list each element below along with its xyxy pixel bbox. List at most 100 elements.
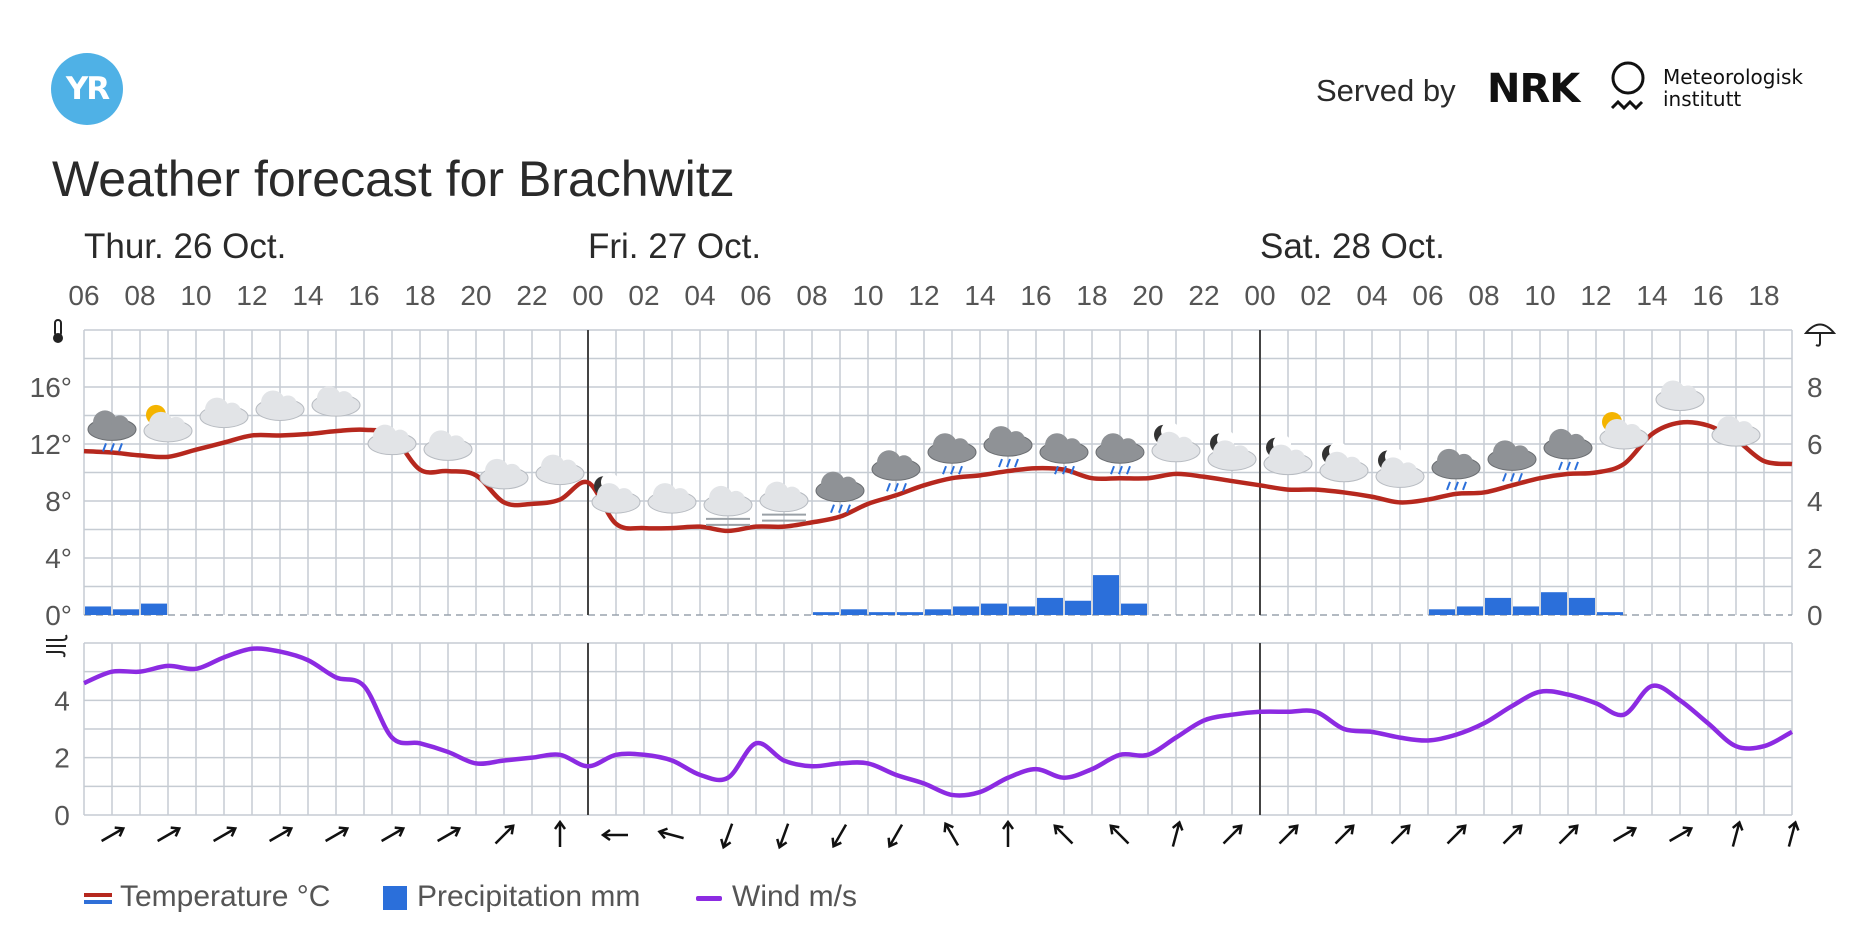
rain-drop	[950, 465, 955, 475]
wind-direction-arrow-icon	[1278, 824, 1299, 845]
arrow-shaft	[1390, 825, 1410, 845]
precipitation-bar	[953, 606, 979, 615]
cloud-puff	[839, 476, 857, 495]
cloud-puff	[167, 416, 185, 435]
precipitation-bar	[897, 612, 923, 615]
rain-drop	[902, 482, 907, 492]
weather-fog-icon	[703, 485, 753, 526]
cloud-puff	[1119, 438, 1137, 457]
precipitation-axis-label: 8	[1807, 372, 1823, 403]
cloud-puff	[1101, 433, 1125, 458]
arrow-head	[887, 837, 898, 849]
arrow-shaft	[494, 825, 514, 845]
precipitation-swatch	[383, 886, 407, 911]
cloud-puff	[821, 471, 845, 496]
hour-tick-label: 00	[572, 280, 603, 311]
day-label: Sat. 28 Oct.	[1260, 227, 1445, 266]
cloud-puff	[223, 402, 241, 421]
weather-cloud-icon	[1711, 416, 1761, 447]
weather-partly-cloudy-night-icon	[1263, 434, 1313, 476]
cloud-puff	[653, 483, 677, 508]
weather-cloud-icon	[199, 397, 249, 429]
arrow-head	[720, 838, 732, 850]
arrow-head	[170, 826, 182, 837]
hour-tick-label: 06	[68, 280, 99, 311]
temperature-line	[83, 419, 1793, 534]
arrow-shaft	[1668, 827, 1692, 843]
wind-direction-arrow-icon	[657, 827, 684, 840]
arrow-shaft	[1612, 827, 1636, 843]
temperature-axis-label: 12°	[30, 429, 72, 460]
hour-tick-label: 06	[740, 280, 771, 311]
rain-drop	[838, 504, 843, 514]
wind-direction-arrow-icon	[1446, 824, 1467, 845]
hour-tick-label: 04	[684, 280, 715, 311]
arrow-shaft	[944, 823, 960, 847]
cloud-puff	[1231, 445, 1249, 464]
legend-wind: Wind m/s	[696, 880, 857, 914]
rain-drop	[1014, 458, 1019, 468]
arrow-shaft	[1171, 823, 1181, 847]
weather-cloud-icon	[423, 430, 473, 461]
hour-tick-label: 18	[1748, 280, 1779, 311]
wind-axis-label: 2	[54, 743, 70, 774]
arrow-head	[776, 838, 788, 850]
wind-icon-lines	[46, 634, 68, 658]
cloud-puff	[1343, 456, 1361, 475]
met-institute-logo[interactable]: Meteorologisk institutt	[1663, 66, 1803, 110]
precipitation-bar	[1065, 600, 1091, 615]
arrow-shaft	[1054, 825, 1074, 845]
arrow-head	[943, 821, 954, 833]
arrow-shaft	[1558, 825, 1578, 845]
weather-cloud-rain-icon	[87, 410, 137, 452]
wind-axis-label: 4	[54, 685, 70, 716]
arrow-head	[1109, 824, 1120, 835]
weather-partly-cloudy-night-icon	[1151, 421, 1201, 463]
met-logo-line1: Meteorologisk	[1663, 65, 1804, 89]
arrow-head	[394, 826, 406, 837]
wind-direction-arrow-icon	[100, 826, 126, 843]
hour-tick-label: 10	[1524, 280, 1555, 311]
rain-drop	[1110, 465, 1115, 475]
rain-drop	[1518, 472, 1523, 482]
cloud-puff	[261, 390, 285, 415]
precipitation-bar	[1485, 597, 1511, 615]
arrow-shaft	[268, 827, 292, 843]
wind-direction-arrow-icon	[1787, 820, 1800, 847]
cloud-puff	[429, 430, 453, 455]
rain-drop	[110, 443, 115, 452]
cloud-puff	[111, 415, 129, 434]
precipitation-axis-label: 2	[1807, 543, 1823, 574]
cloud-puff	[391, 429, 409, 448]
hour-tick-label: 14	[292, 280, 323, 311]
precipitation-bar	[1429, 609, 1455, 615]
cloud-puff	[559, 459, 577, 478]
arrow-head	[282, 826, 294, 837]
arrow-head	[1568, 824, 1579, 835]
hour-tick-label: 16	[1692, 280, 1723, 311]
precipitation-bar	[1121, 603, 1147, 615]
rain-drop	[1054, 465, 1059, 475]
weather-cloud-rain-icon	[1487, 440, 1537, 482]
rain-drop	[1070, 465, 1075, 475]
weather-cloud-rain-icon	[1095, 433, 1145, 475]
rain-drop	[1462, 481, 1467, 491]
cloud-puff	[1287, 449, 1305, 468]
nrk-logo[interactable]: NRK	[1487, 66, 1580, 112]
cloud-puff	[671, 488, 689, 507]
precipitation-bar	[141, 603, 167, 615]
arrow-head	[831, 837, 842, 849]
hour-tick-label: 20	[460, 280, 491, 311]
arrow-shaft	[380, 827, 404, 843]
weather-cloud-rain-icon	[1543, 428, 1593, 471]
cloud-puff	[1735, 421, 1753, 440]
rain-drop	[830, 504, 835, 514]
arrow-head	[1456, 824, 1467, 835]
yr-logo[interactable]: YR	[51, 53, 123, 125]
rain-drop	[1126, 465, 1131, 475]
umbrella-icon	[1803, 323, 1837, 347]
cloud-puff	[765, 481, 789, 506]
arrow-shaft	[1502, 825, 1522, 845]
wind-direction-arrow-icon	[1001, 819, 1015, 847]
cloud-puff	[1679, 385, 1697, 404]
